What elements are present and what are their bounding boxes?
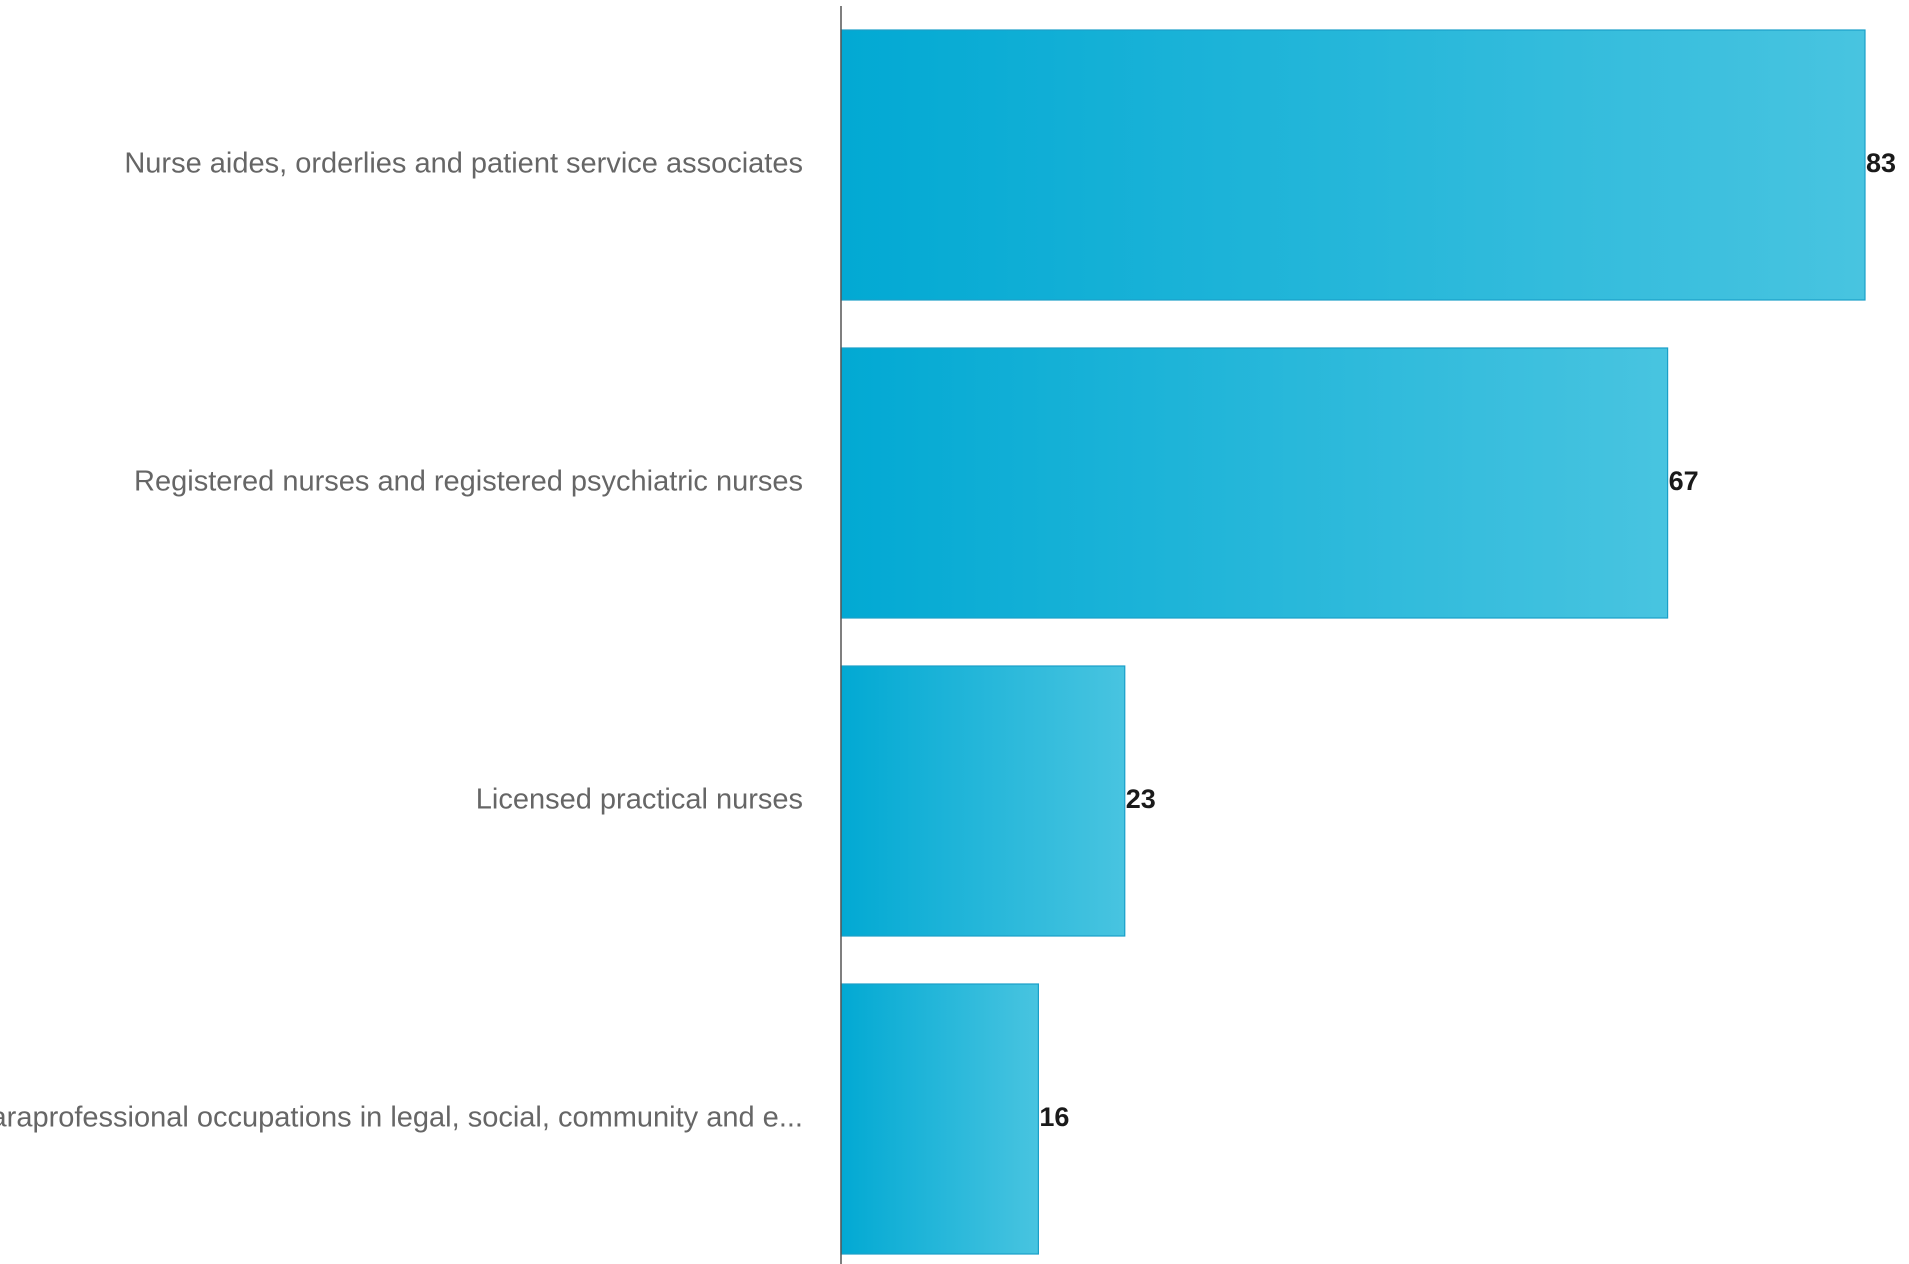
bar-2 (840, 665, 1126, 937)
bars-layer (840, 29, 1866, 1255)
value-label-3: 16 (1039, 1102, 1069, 1132)
category-labels-layer: Nurse aides, orderlies and patient servi… (0, 148, 803, 1134)
bar-1 (840, 347, 1669, 619)
bar-3 (840, 983, 1039, 1255)
category-label-0: Nurse aides, orderlies and patient servi… (124, 148, 803, 180)
category-label-3: Paraprofessional occupations in legal, s… (0, 1102, 803, 1134)
value-label-2: 23 (1126, 784, 1156, 814)
bar-0 (840, 29, 1866, 301)
category-label-1: Registered nurses and registered psychia… (134, 466, 803, 498)
value-labels-layer: 83 67 23 16 (1039, 148, 1896, 1132)
category-label-2: Licensed practical nurses (476, 784, 803, 816)
value-label-0: 83 (1866, 148, 1896, 178)
value-label-1: 67 (1669, 466, 1699, 496)
